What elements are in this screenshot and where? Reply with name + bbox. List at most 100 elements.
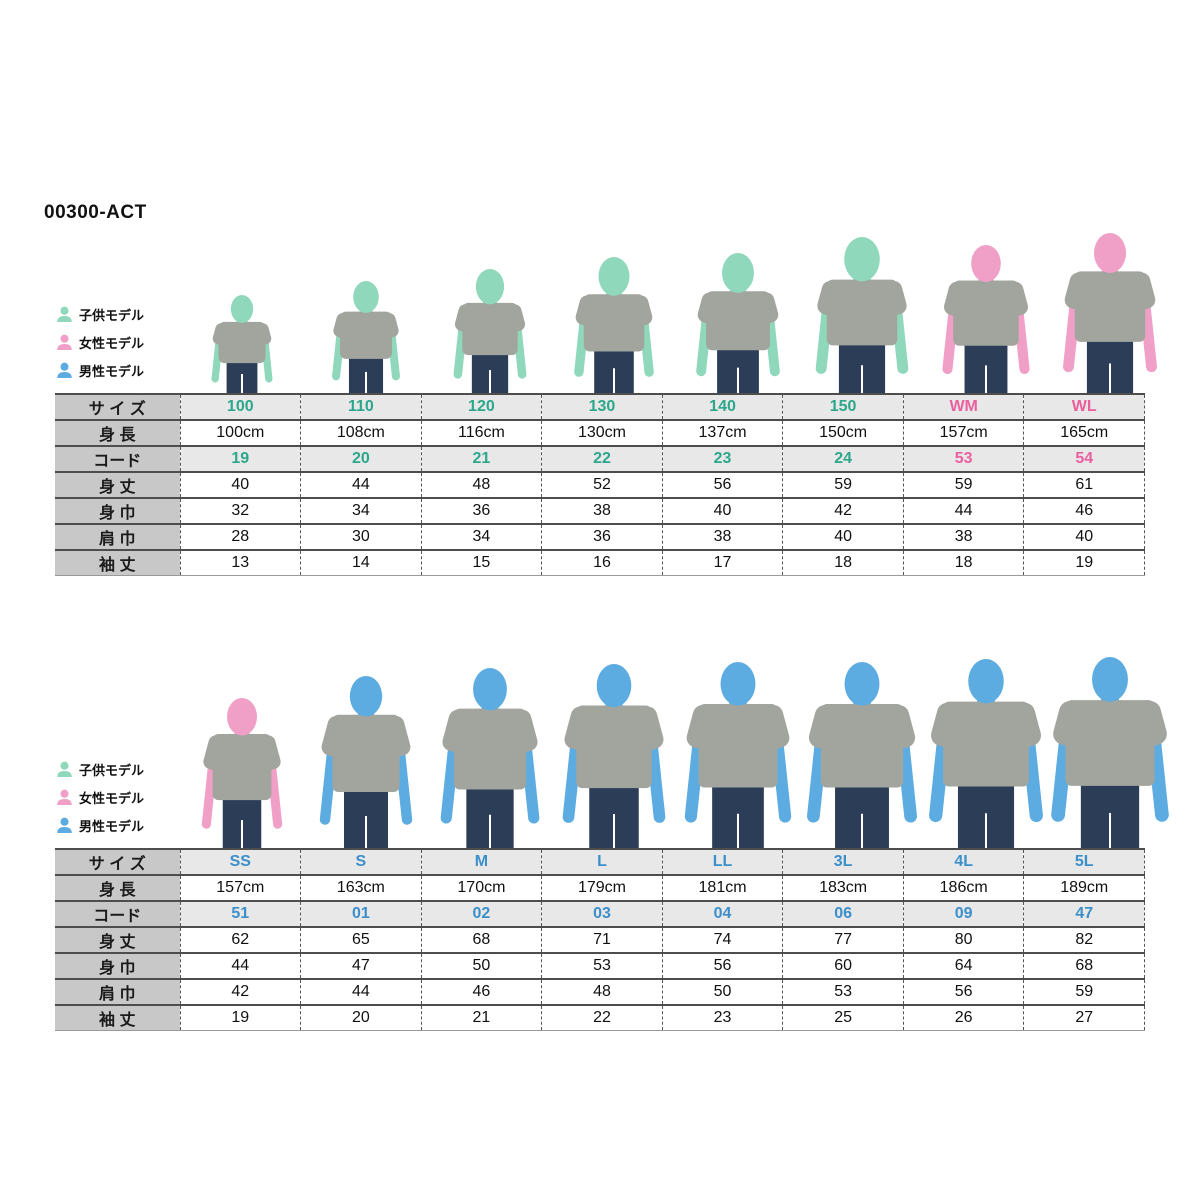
cell-shoulder_width-140: 38 <box>661 523 783 550</box>
cell-shoulder_width-WL: 40 <box>1023 523 1145 550</box>
figure-cell-130 <box>552 230 676 393</box>
model-figures-row <box>180 230 1157 393</box>
person-icon <box>57 761 72 778</box>
cell-height-150: 150cm <box>782 419 904 446</box>
cell-body_length-LL: 74 <box>661 926 783 953</box>
model-figure-5L <box>1051 657 1169 848</box>
row-label-height: 身 長 <box>55 874 180 901</box>
model-figure-130 <box>574 257 654 393</box>
adults-section: 子供モデル 女性モデル 男性モデル サ イ ズ SS S M L LL 3L 4L 5L 身 長 157… <box>55 653 1169 1031</box>
cell-code-110: 20 <box>300 445 422 472</box>
product-code-title: 00300-ACT <box>44 202 147 223</box>
cell-body_width-M: 50 <box>420 952 542 979</box>
cell-shoulder_width-130: 36 <box>541 523 663 550</box>
cell-body_length-100: 40 <box>179 471 301 498</box>
row-label-code: コード <box>55 445 180 472</box>
legend-label-female: 女性モデル <box>79 336 145 351</box>
row-sleeve_length: 袖 丈 19 20 21 22 23 25 26 27 <box>55 1004 1145 1031</box>
model-legend: 子供モデル女性モデル男性モデル <box>56 751 144 844</box>
cell-sleeve_length-150: 18 <box>782 549 904 576</box>
cell-body_length-140: 56 <box>661 471 783 498</box>
cell-size-5L: 5L <box>1023 848 1145 875</box>
cell-body_length-M: 68 <box>420 926 542 953</box>
cell-body_length-L: 71 <box>541 926 663 953</box>
figure-cell-3L <box>800 653 924 848</box>
cell-body_width-S: 47 <box>300 952 422 979</box>
cell-height-WM: 157cm <box>902 419 1024 446</box>
figure-cell-140 <box>676 230 800 393</box>
row-label-body_width: 身 巾 <box>55 497 180 524</box>
legend-label-child: 子供モデル <box>79 308 145 323</box>
row-body_length: 身 丈 40 44 48 52 56 59 59 61 <box>55 471 1145 498</box>
cell-sleeve_length-100: 13 <box>179 549 301 576</box>
row-sleeve_length: 袖 丈 13 14 15 16 17 18 18 19 <box>55 549 1145 576</box>
person-icon <box>57 306 72 323</box>
person-icon <box>57 334 72 351</box>
cell-body_width-LL: 56 <box>661 952 783 979</box>
cell-body_width-120: 36 <box>420 497 542 524</box>
cell-height-L: 179cm <box>541 874 663 901</box>
cell-body_length-110: 44 <box>300 471 422 498</box>
row-code: コード 19 20 21 22 23 24 53 54 <box>55 445 1145 472</box>
figure-cell-WL <box>1048 230 1172 393</box>
cell-sleeve_length-WL: 19 <box>1023 549 1145 576</box>
cell-shoulder_width-4L: 56 <box>902 978 1024 1005</box>
row-label-body_length: 身 丈 <box>55 471 180 498</box>
cell-size-130: 130 <box>541 393 663 420</box>
row-label-body_width: 身 巾 <box>55 952 180 979</box>
cell-sleeve_length-M: 21 <box>420 1004 542 1031</box>
cell-body_width-150: 42 <box>782 497 904 524</box>
cell-code-S: 01 <box>300 900 422 927</box>
row-body_length: 身 丈 62 65 68 71 74 77 80 82 <box>55 926 1145 953</box>
model-figure-110 <box>332 281 400 393</box>
cell-size-LL: LL <box>661 848 783 875</box>
cell-shoulder_width-LL: 50 <box>661 978 783 1005</box>
row-size: サ イ ズ SS S M L LL 3L 4L 5L <box>55 848 1145 875</box>
cell-size-140: 140 <box>661 393 783 420</box>
legend-item-male: 男性モデル <box>56 816 144 835</box>
cell-body_length-WM: 59 <box>902 471 1024 498</box>
row-shoulder_width: 肩 巾 42 44 46 48 50 53 56 59 <box>55 978 1145 1005</box>
cell-body_width-140: 40 <box>661 497 783 524</box>
row-label-size: サ イ ズ <box>55 848 180 875</box>
model-figure-S <box>319 676 413 848</box>
cell-code-3L: 06 <box>782 900 904 927</box>
model-figure-WL <box>1063 233 1157 393</box>
cell-body_length-S: 65 <box>300 926 422 953</box>
legend-item-female: 女性モデル <box>56 788 144 807</box>
row-label-height: 身 長 <box>55 419 180 446</box>
cell-sleeve_length-S: 20 <box>300 1004 422 1031</box>
cell-sleeve_length-L: 22 <box>541 1004 663 1031</box>
legend-label-male: 男性モデル <box>79 364 145 379</box>
model-figure-WM <box>942 245 1030 393</box>
row-code: コード 51 01 02 03 04 06 09 47 <box>55 900 1145 927</box>
legend-label-child: 子供モデル <box>79 763 145 778</box>
person-icon <box>57 362 72 379</box>
cell-shoulder_width-150: 40 <box>782 523 904 550</box>
cell-code-120: 21 <box>420 445 542 472</box>
cell-body_length-150: 59 <box>782 471 904 498</box>
model-figure-SS <box>201 698 283 848</box>
cell-height-M: 170cm <box>420 874 542 901</box>
cell-height-3L: 183cm <box>782 874 904 901</box>
cell-code-WL: 54 <box>1023 445 1145 472</box>
cell-size-WL: WL <box>1023 393 1145 420</box>
legend-item-male: 男性モデル <box>56 361 144 380</box>
cell-sleeve_length-3L: 25 <box>782 1004 904 1031</box>
cell-shoulder_width-5L: 59 <box>1023 978 1145 1005</box>
cell-code-L: 03 <box>541 900 663 927</box>
row-body_width: 身 巾 32 34 36 38 40 42 44 46 <box>55 497 1145 524</box>
cell-size-150: 150 <box>782 393 904 420</box>
cell-body_width-3L: 60 <box>782 952 904 979</box>
row-label-sleeve_length: 袖 丈 <box>55 1004 180 1031</box>
row-label-sleeve_length: 袖 丈 <box>55 549 180 576</box>
cell-body_width-130: 38 <box>541 497 663 524</box>
cell-code-WM: 53 <box>902 445 1024 472</box>
cell-code-M: 02 <box>420 900 542 927</box>
model-figure-3L <box>807 662 917 848</box>
cell-shoulder_width-L: 48 <box>541 978 663 1005</box>
cell-size-L: L <box>541 848 663 875</box>
figure-cell-LL <box>676 653 800 848</box>
adults-figures-area: 子供モデル女性モデル男性モデル <box>55 653 1169 848</box>
cell-shoulder_width-M: 46 <box>420 978 542 1005</box>
